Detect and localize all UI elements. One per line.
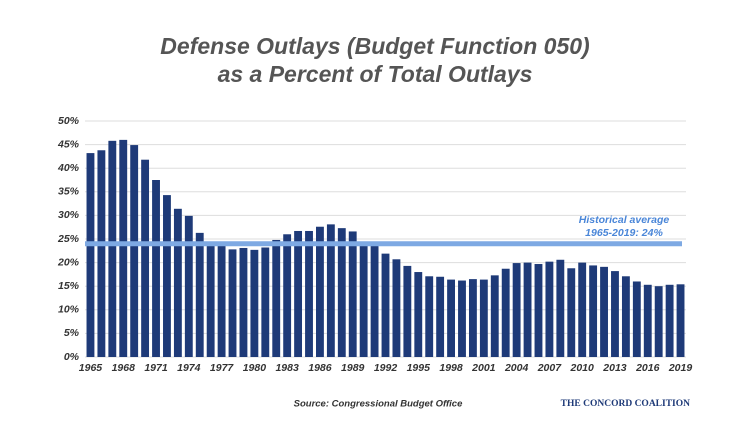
bar — [414, 272, 423, 357]
bar — [206, 242, 215, 357]
bar — [447, 279, 455, 357]
bar — [195, 232, 204, 357]
y-tick-label: 20% — [57, 256, 80, 268]
x-tick-label: 2016 — [635, 362, 660, 374]
x-tick-label: 2004 — [504, 362, 529, 374]
x-tick-label: 1986 — [308, 362, 332, 374]
bar — [173, 208, 182, 357]
y-tick-label: 30% — [58, 209, 80, 221]
bar — [436, 276, 445, 357]
bar — [632, 281, 641, 357]
bar — [392, 259, 401, 357]
bar — [370, 243, 379, 357]
bar — [272, 239, 281, 357]
bar — [261, 247, 270, 357]
bar — [534, 264, 543, 357]
x-tick-label: 1965 — [79, 362, 103, 374]
bar — [86, 153, 95, 357]
chart-title: Defense Outlays (Budget Function 050) — [160, 33, 589, 59]
x-tick-label: 2001 — [471, 362, 496, 374]
logo: The Concord Coalition — [561, 399, 690, 409]
bar — [501, 268, 510, 357]
bar — [184, 215, 193, 357]
y-tick-label: 45% — [57, 138, 80, 150]
y-tick-label: 50% — [58, 115, 80, 127]
bar — [621, 276, 630, 357]
chart-title: as a Percent of Total Outlays — [218, 61, 533, 87]
bar — [468, 279, 477, 357]
x-tick-label: 1974 — [177, 362, 201, 374]
x-tick-label: 1971 — [144, 362, 168, 374]
bar — [348, 231, 357, 357]
bar — [512, 263, 521, 357]
bar — [119, 139, 128, 357]
bar — [108, 140, 117, 357]
y-tick-label: 35% — [58, 186, 80, 198]
bar — [250, 249, 259, 357]
bar — [163, 195, 171, 357]
bar — [665, 284, 674, 357]
bar — [337, 228, 346, 357]
bar — [425, 276, 434, 357]
bar — [359, 242, 368, 357]
x-tick-label: 2010 — [570, 362, 595, 374]
bar — [611, 271, 619, 357]
x-tick-label: 1977 — [210, 362, 235, 374]
bar — [305, 230, 313, 357]
bar — [600, 266, 608, 357]
x-tick-label: 2019 — [668, 362, 693, 374]
bar — [479, 279, 488, 357]
x-tick-label: 1968 — [112, 362, 136, 374]
bar — [381, 253, 390, 357]
annotation: 1965-2019: 24% — [585, 227, 663, 239]
bar — [545, 261, 554, 357]
annotation: Historical average — [579, 214, 670, 226]
x-tick-label: 1995 — [407, 362, 431, 374]
y-tick-label: 0% — [64, 351, 80, 363]
bar — [676, 284, 685, 357]
y-tick-label: 25% — [57, 233, 80, 245]
bar — [654, 286, 663, 357]
bar — [326, 224, 335, 357]
bar — [316, 226, 324, 357]
x-tick-label: 1989 — [341, 362, 365, 374]
bar — [589, 265, 598, 357]
bar — [403, 265, 412, 357]
x-tick-label: 2007 — [537, 362, 563, 374]
x-tick-label: 1983 — [275, 362, 299, 374]
bar — [152, 180, 160, 357]
y-tick-label: 40% — [57, 162, 80, 174]
bar — [141, 159, 150, 357]
bar — [130, 145, 139, 357]
bar — [228, 249, 237, 357]
bar — [578, 262, 587, 357]
x-tick-label: 1992 — [374, 362, 398, 374]
y-tick-label: 5% — [64, 327, 80, 339]
x-tick-label: 1998 — [439, 362, 463, 374]
y-tick-label: 15% — [58, 280, 80, 292]
bar — [643, 284, 652, 357]
bar — [458, 280, 466, 357]
x-tick-label: 2013 — [602, 362, 627, 374]
source: Source: Congressional Budget Office — [294, 399, 463, 410]
bar — [490, 275, 499, 357]
bar — [283, 234, 292, 357]
bar — [556, 259, 565, 357]
bar — [97, 150, 106, 357]
x-tick-label: 1980 — [243, 362, 267, 374]
bar — [239, 247, 248, 357]
bar — [294, 230, 303, 357]
bar — [567, 268, 576, 357]
bar — [217, 244, 226, 357]
bar — [523, 262, 532, 357]
y-tick-label: 10% — [58, 304, 80, 316]
